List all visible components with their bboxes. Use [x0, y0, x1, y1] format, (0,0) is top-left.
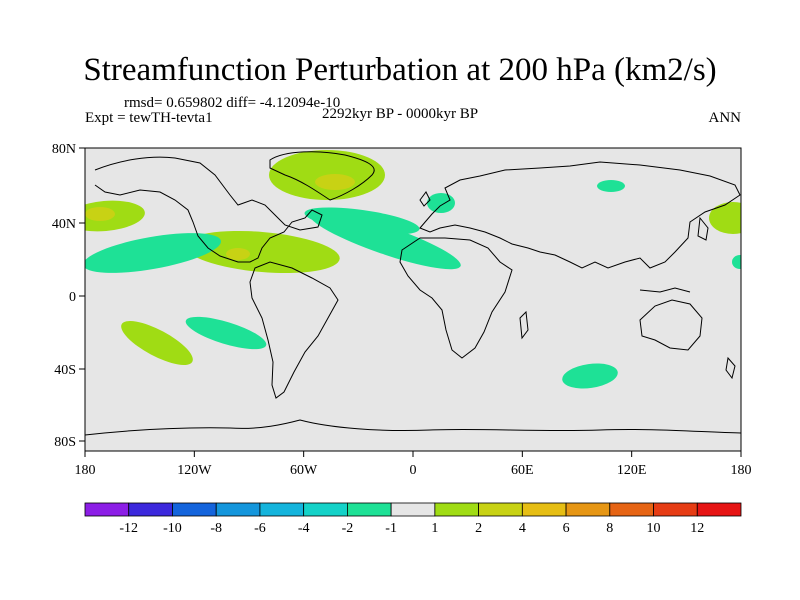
- coast-madagascar: [519, 310, 529, 340]
- coast-newzealand: [725, 356, 736, 380]
- coast-australia: [639, 299, 703, 351]
- colorbar-label: -6: [254, 521, 266, 536]
- period-label: 2292kyr BP - 0000kyr BP: [322, 106, 479, 122]
- colorbar-label: 8: [606, 521, 613, 536]
- colorbar-labels: -12 -10 -8 -6 -4 -2 -1 1 2 4 6 8 10 12: [119, 521, 704, 536]
- y-tick-label: 0: [69, 290, 76, 305]
- x-tick-label: 120E: [617, 463, 647, 478]
- colorbar-swatch: [128, 502, 173, 517]
- anomaly-wpac-positive: [709, 202, 741, 234]
- experiment-label: Expt = tewTH-tevta1: [85, 110, 213, 126]
- colorbar-label: -8: [210, 521, 222, 536]
- colorbar-label: 2: [475, 521, 482, 536]
- anomaly-sio-negative: [562, 363, 618, 389]
- colorbar-label: 6: [563, 521, 570, 536]
- x-tick-label: 180: [731, 463, 752, 478]
- coastlines: [85, 151, 741, 436]
- anomaly-sepac-negative: [185, 316, 267, 350]
- colorbar-swatch: [565, 502, 611, 517]
- colorbar-label: 1: [431, 521, 438, 536]
- x-tick-label: 0: [410, 463, 417, 478]
- colorbar-label: -1: [385, 521, 397, 536]
- anomaly-greenland-core: [315, 174, 355, 190]
- colorbar: [84, 502, 742, 517]
- coast-indonesia: [639, 287, 691, 293]
- x-axis: 180 120W 60W 0 60E 120E 180: [75, 451, 752, 478]
- x-tick-label: 180: [75, 463, 96, 478]
- y-tick-label: 80S: [54, 435, 76, 450]
- coast-japan: [697, 216, 709, 241]
- colorbar-swatch: [215, 502, 261, 517]
- anomaly-npac-core: [85, 207, 115, 221]
- colorbar-swatch: [478, 502, 523, 517]
- colorbar-label: -2: [342, 521, 354, 536]
- rmsd-text: rmsd= 0.659802 diff= -4.12094e-10: [124, 95, 341, 111]
- coast-africa: [399, 237, 513, 359]
- colorbar-label: -10: [163, 521, 182, 536]
- colorbar-swatch: [653, 502, 698, 517]
- colorbar-swatch: [696, 502, 742, 517]
- y-axis: 80N 40N 0 40S 80S: [52, 142, 85, 450]
- colorbar-swatch: [259, 502, 305, 517]
- x-tick-label: 60W: [290, 463, 318, 478]
- colorbar-label: -12: [119, 521, 138, 536]
- coast-south-america: [249, 261, 339, 399]
- anomaly-europe-negative: [427, 193, 455, 213]
- map-background: [85, 148, 741, 451]
- coast-europe-asia: [419, 161, 741, 269]
- y-tick-label: 40S: [54, 363, 76, 378]
- coast-greenland: [269, 151, 375, 201]
- anomaly-siberia-negative: [597, 180, 625, 192]
- season-label: ANN: [708, 110, 742, 126]
- coast-uk: [419, 191, 431, 207]
- colorbar-swatch: [521, 502, 567, 517]
- coast-antarctica: [85, 419, 741, 436]
- colorbar-swatch: [84, 502, 130, 517]
- x-tick-label: 60E: [511, 463, 534, 478]
- coast-north-america: [94, 156, 323, 263]
- colorbar-label: 10: [647, 521, 661, 536]
- anomaly-caribbean-positive: [184, 230, 340, 274]
- colorbar-swatch: [172, 502, 217, 517]
- anomaly-natl-east-negative: [304, 207, 420, 235]
- plot-title: Streamfunction Perturbation at 200 hPa (…: [83, 52, 717, 88]
- colorbar-label: 4: [519, 521, 526, 536]
- colorbar-label: -4: [298, 521, 310, 536]
- anomaly-caribbean-core: [226, 248, 250, 260]
- anomaly-wpac-negative: [732, 255, 741, 269]
- x-tick-label: 120W: [177, 463, 212, 478]
- colorbar-swatch: [390, 502, 436, 517]
- anomaly-spac-positive: [121, 320, 193, 366]
- colorbar-swatch: [609, 502, 654, 517]
- colorbar-swatch: [434, 502, 480, 517]
- y-tick-label: 80N: [52, 142, 76, 157]
- anomaly-central-pac-negative: [85, 233, 221, 273]
- colorbar-swatch: [303, 502, 348, 517]
- colorbar-label: 12: [690, 521, 704, 536]
- y-tick-label: 40N: [52, 217, 76, 232]
- colorbar-swatch: [346, 502, 392, 517]
